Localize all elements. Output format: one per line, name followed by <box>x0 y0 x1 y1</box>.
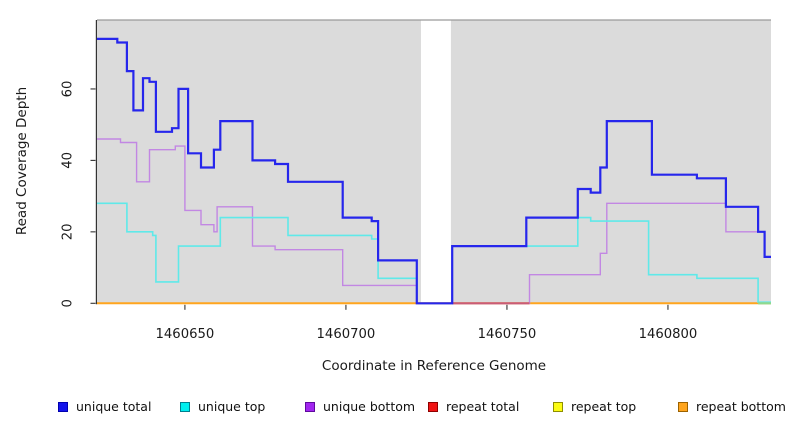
legend-item-unique-top: unique top <box>180 399 265 414</box>
legend-label: unique total <box>76 399 152 414</box>
legend-label: repeat bottom <box>696 399 786 414</box>
legend-item-repeat-bottom: repeat bottom <box>678 399 786 414</box>
x-axis-title: Coordinate in Reference Genome <box>321 358 547 374</box>
x-tick-label: 1460700 <box>317 327 376 342</box>
y-axis-title: Read Coverage Depth <box>14 86 30 236</box>
y-tick-label: 0 <box>61 299 76 307</box>
legend-label: unique top <box>198 399 266 414</box>
plot-background-right <box>450 20 771 304</box>
legend-item-unique-total: unique total <box>58 399 151 414</box>
legend-swatch-unique-total <box>58 401 68 412</box>
plot-background-left <box>97 20 421 304</box>
series-unique-bottom <box>97 138 771 304</box>
legend-label: repeat top <box>571 399 637 414</box>
legend-item-unique-bottom: unique bottom <box>305 399 415 414</box>
legend-swatch-unique-top <box>180 401 190 412</box>
x-tick-label: 1460800 <box>639 327 698 342</box>
legend-swatch-repeat-total <box>428 401 438 412</box>
legend-item-repeat-top: repeat top <box>553 399 636 414</box>
y-tick-label: 20 <box>61 223 76 240</box>
y-tick-label: 60 <box>61 81 76 98</box>
legend-swatch-repeat-top <box>553 401 563 412</box>
legend-swatch-repeat-bottom <box>678 401 688 412</box>
x-tick-label: 1460750 <box>478 327 537 342</box>
x-tick-label: 1460650 <box>156 327 215 342</box>
y-tick-label: 40 <box>61 152 76 169</box>
series-unique-total <box>97 37 771 305</box>
legend-swatch-unique-bottom <box>305 401 315 412</box>
legend-label: unique bottom <box>323 399 416 414</box>
legend-item-repeat-total: repeat total <box>428 399 519 414</box>
legend-label: repeat total <box>446 399 520 414</box>
